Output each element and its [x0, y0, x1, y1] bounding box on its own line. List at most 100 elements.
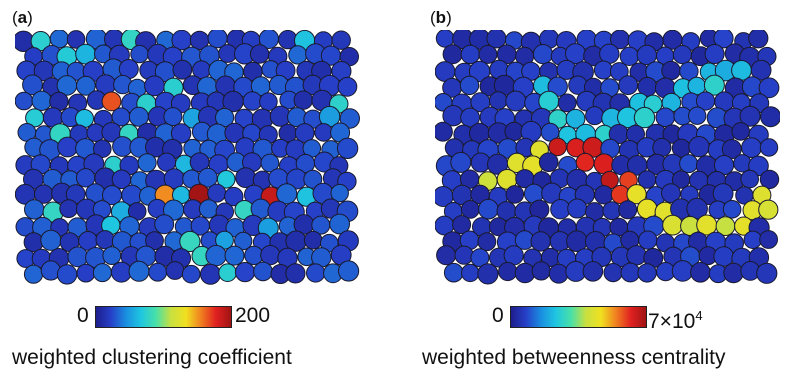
grain-268 [470, 248, 490, 268]
grain-77 [31, 90, 52, 112]
grain-92 [293, 90, 313, 110]
grain-293 [582, 261, 604, 282]
grain-296 [637, 263, 657, 283]
grain-106 [633, 106, 656, 129]
grain-291 [548, 263, 569, 284]
grain-182 [216, 170, 236, 189]
grain-188 [740, 169, 760, 189]
panel-label-a: (a) [12, 8, 33, 27]
grain-113 [339, 108, 360, 129]
grain-89 [242, 91, 263, 111]
grain-287 [477, 263, 499, 285]
grain-227 [758, 199, 779, 220]
grain-60 [76, 75, 96, 96]
grain-151 [336, 137, 359, 160]
grain-265 [759, 230, 779, 249]
grain-301 [306, 263, 326, 283]
grain-151 [759, 138, 779, 157]
grain-266 [436, 245, 457, 266]
grain-292 [148, 262, 168, 282]
grain-263 [303, 230, 323, 250]
grain-299 [690, 262, 711, 283]
grain-249 [477, 232, 497, 252]
grain-236 [154, 214, 175, 235]
grain-301 [723, 262, 744, 284]
grain-183 [235, 167, 257, 189]
grain-254 [145, 231, 164, 251]
colorbar-b: 0 7×104 [485, 303, 725, 333]
grain-32 [672, 45, 692, 65]
grain-161 [593, 153, 615, 175]
grain-34 [704, 44, 725, 64]
grain-203 [661, 183, 681, 204]
grain-112 [739, 105, 761, 127]
panel-b: (b) 0 7×104 weighted betweenness central… [395, 0, 790, 377]
grain-145 [652, 137, 672, 158]
grain-114 [435, 121, 453, 142]
grain-187 [303, 169, 323, 189]
grain-271 [102, 246, 122, 266]
grain-256 [179, 230, 201, 253]
grain-29 [619, 46, 640, 66]
grain-58 [459, 75, 480, 96]
grain-19 [442, 44, 463, 65]
grain-259 [234, 231, 253, 251]
grain-75 [758, 77, 780, 99]
grain-160 [575, 152, 595, 172]
granular-packing-betweenness [435, 30, 780, 285]
grain-103 [585, 106, 605, 126]
grain-166 [260, 153, 280, 173]
grain-295 [620, 262, 641, 283]
grain-241 [662, 214, 684, 236]
grain-211 [478, 198, 499, 220]
grain-189 [759, 169, 780, 190]
grain-277 [626, 245, 647, 266]
grain-246 [329, 213, 351, 235]
grain-286 [461, 263, 480, 283]
grain-252 [530, 231, 551, 252]
grain-291 [128, 260, 150, 282]
grain-285 [443, 262, 464, 283]
grain-218 [602, 201, 622, 221]
grain-298 [253, 261, 273, 282]
grain-159 [137, 153, 157, 173]
grain-48 [609, 62, 629, 81]
grain-153 [450, 151, 472, 173]
grain-296 [218, 263, 237, 282]
grain-72 [703, 74, 725, 96]
grain-109 [688, 106, 707, 125]
grain-288 [498, 261, 518, 282]
colorbar-a-min: 0 [77, 304, 89, 327]
grain-289 [514, 262, 536, 284]
grain-300 [285, 263, 306, 284]
grain-298 [671, 260, 694, 282]
grain-57 [22, 74, 43, 96]
granular-packing-clustering [15, 30, 360, 285]
grain-211 [59, 199, 79, 219]
grain-294 [181, 264, 201, 284]
panel-a: (a) 0 200 weighted clustering coefficien… [12, 8, 360, 369]
grain-216 [567, 198, 588, 219]
grain-18 [331, 30, 351, 50]
grain-225 [722, 200, 742, 219]
caption-b: weighted betweenness centrality [422, 346, 726, 369]
grain-131 [731, 122, 751, 141]
grain-32 [249, 44, 270, 64]
grain-267 [454, 245, 474, 265]
grain-293 [165, 261, 185, 280]
grain-30 [218, 44, 238, 63]
grain-96 [460, 107, 480, 128]
grain-219 [618, 200, 638, 220]
colorbar-b-gradient [510, 306, 647, 328]
grain-135 [57, 136, 78, 158]
grain-113 [760, 106, 780, 128]
grain-290 [110, 261, 132, 283]
grain-166 [679, 154, 699, 174]
grain-102 [565, 108, 586, 129]
grain-56 [750, 59, 772, 81]
grain-229 [452, 215, 472, 235]
grain-123 [170, 123, 192, 144]
grain-264 [743, 230, 762, 250]
grain-294 [603, 263, 623, 283]
grain-278 [224, 245, 245, 266]
